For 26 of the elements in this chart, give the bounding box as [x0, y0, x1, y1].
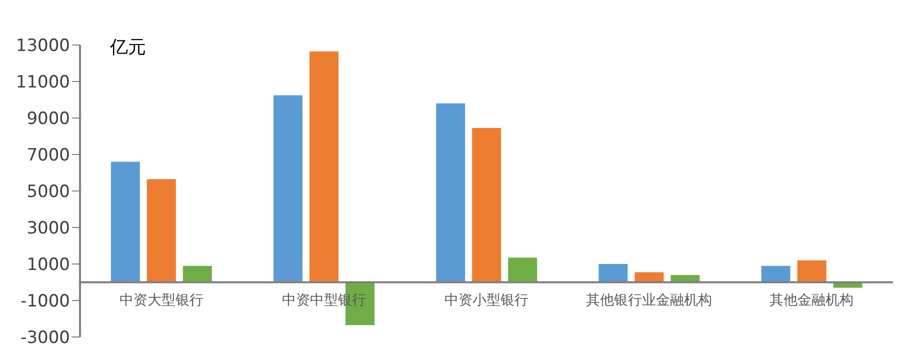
bar — [634, 272, 664, 282]
y-tick-label: 1000 — [26, 255, 70, 276]
bar — [182, 266, 212, 282]
y-tick-label: 7000 — [26, 146, 70, 166]
x-tick-label: 其他金融机构 — [770, 292, 854, 308]
y-axis-title: 亿元 — [109, 37, 146, 58]
y-tick-label: -1000 — [20, 292, 70, 312]
bar — [508, 258, 538, 282]
x-tick-label: 其他银行业金融机构 — [586, 292, 712, 308]
y-tick-label: 13000 — [16, 36, 70, 56]
bar — [472, 128, 502, 282]
bar — [797, 260, 826, 282]
y-tick-label: 5000 — [26, 182, 70, 202]
bar — [146, 179, 176, 282]
bar — [110, 162, 140, 282]
y-tick-label: -3000 — [20, 328, 70, 348]
bar — [436, 103, 466, 282]
y-tick-label: 9000 — [26, 109, 70, 130]
bar — [598, 264, 628, 282]
x-tick-label: 中资小型银行 — [444, 292, 528, 308]
bar — [309, 51, 338, 282]
bar — [761, 266, 790, 282]
y-tick-label: 11000 — [16, 72, 70, 93]
x-tick-label: 中资大型银行 — [119, 292, 204, 308]
y-tick-label: 3000 — [26, 218, 70, 239]
bar — [273, 95, 302, 282]
